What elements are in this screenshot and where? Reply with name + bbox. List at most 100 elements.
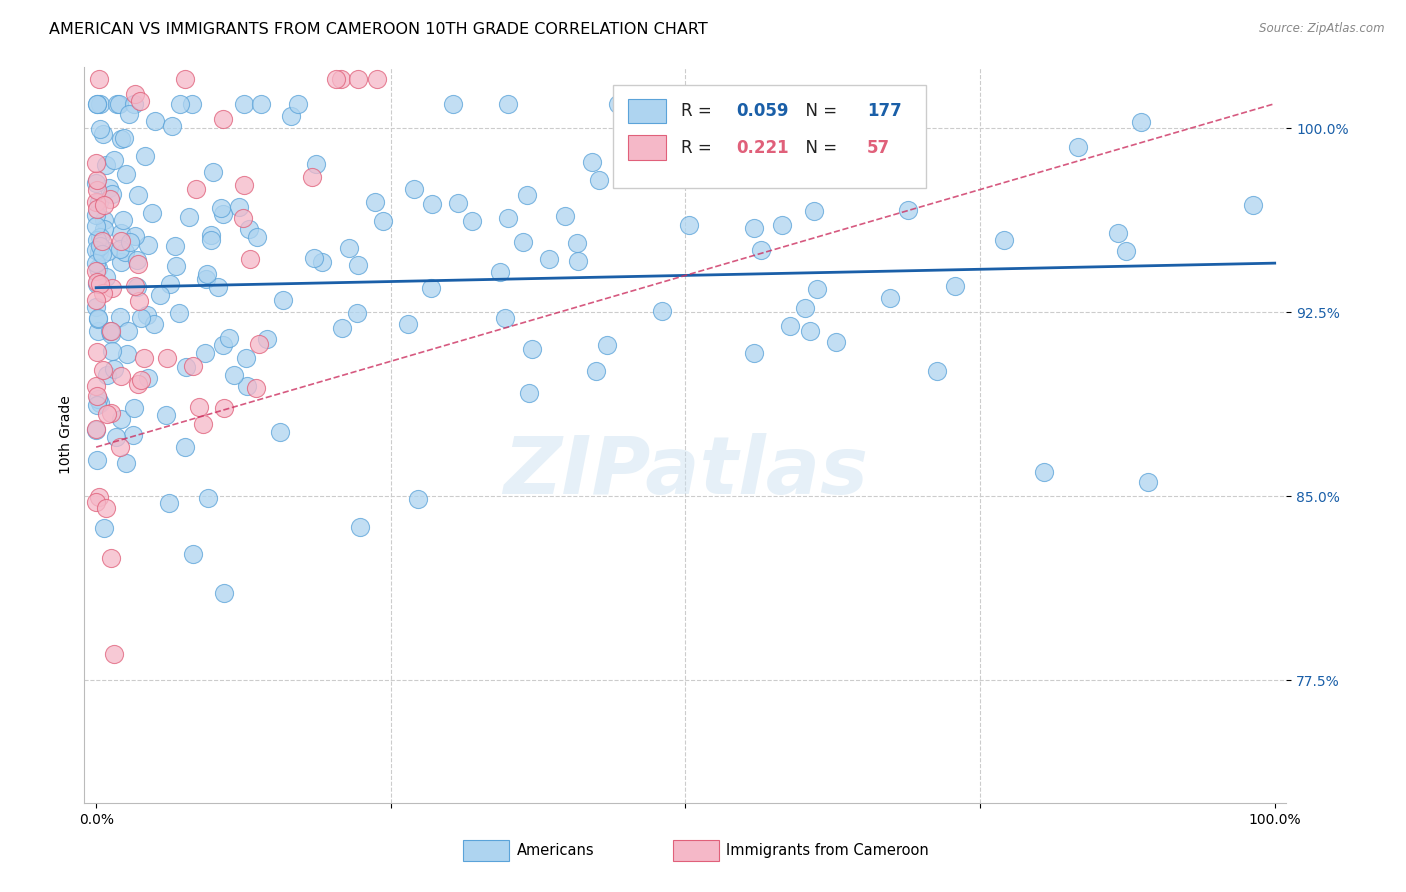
Point: [803, 203, 825, 218]
Text: R =: R =: [681, 102, 717, 120]
Point: [585, 364, 607, 378]
Point: [91, 246, 114, 260]
Point: [371, 214, 394, 228]
Point: [100, 193, 122, 207]
Point: [110, 255, 132, 269]
Point: [86, 96, 108, 111]
Point: [129, 94, 152, 108]
Point: [749, 243, 772, 257]
Point: [218, 331, 240, 345]
Point: [86, 310, 108, 325]
Point: [100, 327, 122, 342]
Point: [87, 311, 110, 326]
Point: [167, 306, 190, 320]
Point: [86, 277, 108, 291]
Point: [174, 72, 197, 87]
Text: 0.059: 0.059: [735, 102, 789, 120]
Point: [93, 521, 115, 535]
Point: [195, 267, 218, 281]
Point: [93, 213, 115, 227]
Point: [420, 197, 443, 211]
Point: [174, 359, 197, 374]
Point: [100, 324, 122, 338]
Point: [84, 379, 107, 393]
Point: [110, 242, 132, 256]
Point: [496, 96, 519, 111]
Point: [195, 271, 218, 285]
Point: [228, 200, 250, 214]
Point: [84, 264, 107, 278]
Point: [86, 345, 108, 359]
Text: Americans: Americans: [517, 843, 595, 858]
Point: [233, 178, 256, 193]
Point: [110, 369, 132, 384]
Text: Source: ZipAtlas.com: Source: ZipAtlas.com: [1260, 22, 1385, 36]
Point: [347, 72, 370, 87]
Point: [200, 228, 222, 243]
Point: [516, 188, 538, 202]
Point: [128, 293, 150, 308]
Point: [129, 311, 152, 326]
Point: [118, 107, 141, 121]
Point: [824, 334, 846, 349]
Point: [86, 389, 108, 403]
Point: [86, 156, 108, 170]
Point: [134, 351, 156, 365]
Point: [770, 218, 793, 232]
Point: [91, 127, 114, 141]
Point: [127, 257, 149, 271]
Point: [630, 122, 652, 136]
Point: [136, 237, 159, 252]
Point: [100, 343, 122, 358]
Point: [186, 182, 208, 196]
Point: [330, 72, 353, 87]
Point: [402, 182, 425, 196]
FancyBboxPatch shape: [613, 86, 927, 188]
Point: [330, 321, 353, 335]
Point: [806, 282, 828, 296]
Text: ZIPatlas: ZIPatlas: [503, 433, 868, 510]
Point: [103, 362, 125, 376]
Point: [993, 233, 1015, 247]
Point: [122, 428, 145, 442]
Point: [87, 244, 110, 259]
Point: [89, 490, 111, 504]
Point: [97, 181, 120, 195]
Point: [89, 96, 111, 111]
Point: [96, 158, 118, 172]
Point: [84, 424, 107, 438]
Point: [125, 279, 148, 293]
Point: [364, 194, 387, 209]
Point: [366, 72, 388, 87]
Point: [879, 291, 901, 305]
Point: [86, 173, 108, 187]
Text: N =: N =: [794, 102, 842, 120]
Point: [149, 287, 172, 301]
Point: [84, 195, 107, 210]
Point: [98, 324, 121, 338]
FancyBboxPatch shape: [627, 98, 666, 123]
Point: [567, 253, 589, 268]
Point: [169, 96, 191, 111]
Point: [678, 218, 700, 232]
Point: [127, 187, 149, 202]
Point: [86, 276, 108, 290]
Point: [103, 153, 125, 167]
Point: [588, 173, 610, 187]
Point: [97, 244, 120, 259]
Point: [596, 338, 619, 352]
Point: [124, 279, 146, 293]
Point: [236, 378, 259, 392]
Point: [305, 157, 328, 171]
Point: [84, 244, 107, 258]
Point: [86, 183, 108, 197]
Point: [522, 342, 544, 356]
Point: [84, 293, 107, 307]
Point: [177, 210, 200, 224]
Point: [86, 96, 108, 111]
Point: [143, 114, 166, 128]
Point: [89, 239, 111, 253]
Point: [96, 269, 118, 284]
Point: [799, 324, 821, 338]
Point: [84, 219, 107, 233]
